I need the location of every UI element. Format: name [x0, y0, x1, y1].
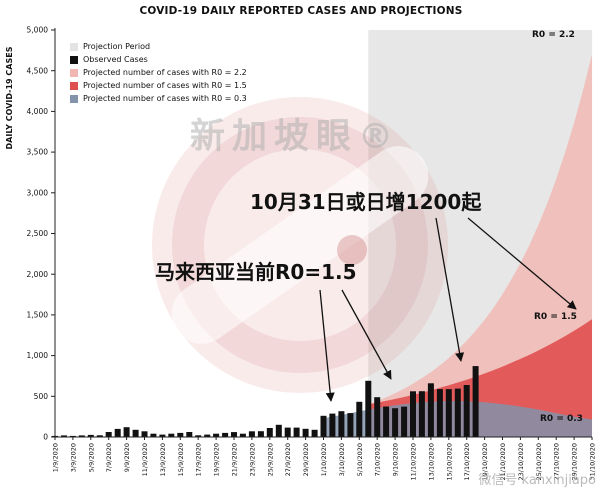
- svg-text:3,000: 3,000: [27, 188, 49, 197]
- legend-swatch-r03-icon: [70, 94, 78, 103]
- svg-text:25/10/2020: 25/10/2020: [535, 443, 543, 480]
- svg-text:0: 0: [43, 433, 48, 442]
- svg-text:27/9/2020: 27/9/2020: [284, 443, 292, 476]
- svg-text:2,000: 2,000: [27, 270, 49, 279]
- chart-title: COVID-19 DAILY REPORTED CASES AND PROJEC…: [139, 5, 463, 17]
- svg-text:9/9/2020: 9/9/2020: [123, 443, 131, 472]
- curve-label-r0-2-2: R0 = 2.2: [532, 30, 575, 40]
- curve-label-r0-1-5: R0 = 1.5: [534, 312, 577, 322]
- svg-text:23/9/2020: 23/9/2020: [248, 443, 256, 476]
- legend-swatch-r15-icon: [70, 81, 78, 90]
- legend-swatch-r22-icon: [70, 68, 78, 77]
- svg-text:2,500: 2,500: [27, 229, 49, 238]
- svg-text:3/10/2020: 3/10/2020: [338, 443, 346, 476]
- svg-text:15/10/2020: 15/10/2020: [445, 443, 453, 480]
- curve-label-r0-0-3: R0 = 0.3: [540, 414, 583, 424]
- svg-text:4,000: 4,000: [27, 107, 49, 116]
- brand-watermark: 新加坡眼®: [190, 117, 401, 157]
- legend-swatch-projection-period-icon: [70, 42, 78, 51]
- wechat-watermark: 微信号 kanxinjiapo: [478, 473, 596, 488]
- svg-text:17/9/2020: 17/9/2020: [195, 443, 203, 476]
- svg-text:5,000: 5,000: [27, 26, 49, 35]
- svg-text:29/9/2020: 29/9/2020: [302, 443, 310, 476]
- legend-label: Observed Cases: [83, 55, 148, 64]
- legend-label: Projected number of cases with R0 = 2.2: [83, 68, 247, 77]
- svg-text:3/9/2020: 3/9/2020: [69, 443, 77, 472]
- svg-text:1,500: 1,500: [27, 311, 49, 320]
- svg-text:1/9/2020: 1/9/2020: [52, 443, 60, 472]
- svg-text:29/10/2020: 29/10/2020: [571, 443, 579, 480]
- svg-text:13/10/2020: 13/10/2020: [427, 443, 435, 480]
- svg-text:19/9/2020: 19/9/2020: [213, 443, 221, 476]
- legend-item-projection-period: Projection Period: [70, 40, 247, 53]
- legend-swatch-observed-icon: [70, 55, 78, 64]
- svg-text:27/10/2020: 27/10/2020: [553, 443, 561, 480]
- svg-text:17/10/2020: 17/10/2020: [463, 443, 471, 480]
- svg-text:19/10/2020: 19/10/2020: [481, 443, 489, 480]
- legend-label: Projection Period: [83, 42, 151, 51]
- svg-text:5/10/2020: 5/10/2020: [356, 443, 364, 476]
- annotation-oct31-projection: 10月31日或日增1200起: [250, 190, 482, 214]
- svg-text:3,500: 3,500: [27, 148, 49, 157]
- svg-text:21/9/2020: 21/9/2020: [231, 443, 239, 476]
- svg-text:5/9/2020: 5/9/2020: [87, 443, 95, 472]
- svg-text:4,500: 4,500: [27, 66, 49, 75]
- svg-text:1,000: 1,000: [27, 351, 49, 360]
- svg-text:1/10/2020: 1/10/2020: [320, 443, 328, 476]
- svg-text:13/9/2020: 13/9/2020: [159, 443, 167, 476]
- svg-text:11/10/2020: 11/10/2020: [410, 443, 418, 480]
- svg-text:500: 500: [34, 392, 49, 401]
- legend-item-r22: Projected number of cases with R0 = 2.2: [70, 66, 247, 79]
- svg-text:11/9/2020: 11/9/2020: [141, 443, 149, 476]
- svg-text:7/10/2020: 7/10/2020: [374, 443, 382, 476]
- chart-legend: Projection Period Observed Cases Project…: [70, 40, 247, 105]
- legend-item-r03: Projected number of cases with R0 = 0.3: [70, 92, 247, 105]
- legend-item-observed: Observed Cases: [70, 53, 247, 66]
- svg-text:31/10/2020: 31/10/2020: [589, 443, 597, 480]
- svg-text:15/9/2020: 15/9/2020: [177, 443, 185, 476]
- svg-text:23/10/2020: 23/10/2020: [517, 443, 525, 480]
- legend-label: Projected number of cases with R0 = 1.5: [83, 81, 247, 90]
- legend-label: Projected number of cases with R0 = 0.3: [83, 94, 247, 103]
- svg-text:7/9/2020: 7/9/2020: [105, 443, 113, 472]
- annotation-malaysia-current-r0: 马来西亚当前R0=1.5: [155, 260, 357, 284]
- legend-item-r15: Projected number of cases with R0 = 1.5: [70, 79, 247, 92]
- svg-text:21/10/2020: 21/10/2020: [499, 443, 507, 480]
- svg-text:9/10/2020: 9/10/2020: [392, 443, 400, 476]
- svg-text:25/9/2020: 25/9/2020: [266, 443, 274, 476]
